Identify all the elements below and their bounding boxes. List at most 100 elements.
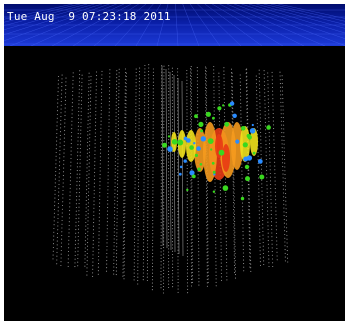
dom-dot: [53, 227, 55, 230]
dom-dot: [143, 182, 145, 184]
dom-dot: [89, 137, 91, 139]
dom-dot: [273, 150, 275, 152]
dom-dot: [56, 251, 58, 253]
dom-dot: [177, 175, 179, 177]
dom-dot: [134, 211, 136, 213]
dom-dot: [267, 221, 269, 223]
dom-dot: [152, 206, 154, 208]
dom-dot: [123, 189, 125, 191]
hit-blob: [250, 128, 258, 156]
dom-dot: [138, 175, 140, 177]
dom-dot: [223, 74, 225, 76]
dom-dot: [116, 187, 119, 189]
dom-dot: [246, 72, 248, 74]
dom-dot: [220, 245, 222, 247]
dom-dot: [163, 247, 165, 249]
dom-dot: [76, 192, 78, 194]
dom-dot: [135, 105, 137, 108]
dom-dot: [177, 158, 179, 161]
dom-dot: [86, 156, 88, 158]
dom-dot: [233, 205, 235, 207]
dom-dot: [117, 134, 119, 136]
dom-dot: [267, 247, 270, 249]
dom-dot: [242, 231, 244, 233]
dom-dot: [256, 119, 258, 121]
dom-dot: [268, 143, 271, 145]
dom-dot: [168, 123, 170, 125]
dom-dot: [259, 250, 261, 252]
dom-dot: [85, 221, 87, 224]
hit-dot: [183, 136, 188, 141]
dom-dot: [160, 228, 162, 230]
dom-dot: [63, 152, 65, 154]
dom-dot: [152, 150, 154, 152]
dom-dot: [265, 151, 267, 153]
dom-dot: [143, 165, 145, 167]
dom-dot: [87, 116, 89, 118]
dom-dot: [52, 243, 55, 245]
dom-dot: [148, 74, 150, 76]
dom-dot: [262, 223, 264, 225]
dom-dot: [177, 278, 179, 280]
dom-dot: [95, 100, 97, 102]
dom-dot: [123, 274, 125, 276]
dom-dot: [191, 271, 193, 273]
dom-dot: [77, 232, 79, 234]
hit-dot: [213, 173, 216, 176]
dom-dot: [197, 210, 199, 213]
dom-dot: [186, 99, 188, 101]
dom-dot: [267, 87, 269, 89]
dom-dot: [177, 197, 179, 199]
dom-dot: [143, 185, 145, 187]
dom-dot: [93, 204, 95, 206]
dom-dot: [87, 101, 90, 103]
dom-dot: [205, 110, 207, 112]
dom-dot: [143, 118, 146, 120]
dom-dot: [160, 199, 162, 201]
dom-dot: [189, 71, 192, 73]
dom-dot: [151, 266, 154, 268]
detector-view[interactable]: [4, 46, 345, 321]
dom-dot: [220, 228, 222, 230]
dom-dot: [115, 140, 117, 142]
dom-dot: [207, 234, 209, 236]
dom-dot: [206, 282, 208, 284]
dom-dot: [133, 255, 135, 257]
dom-dot: [248, 162, 250, 164]
dom-dot: [138, 104, 140, 106]
dom-dot: [61, 216, 63, 218]
dom-dot: [59, 146, 61, 148]
dom-dot: [246, 90, 248, 92]
dom-dot: [152, 68, 154, 70]
dom-dot: [60, 261, 62, 263]
dom-dot: [191, 265, 193, 267]
dom-dot: [77, 121, 80, 124]
dom-dot: [205, 191, 208, 193]
dom-dot: [152, 78, 154, 80]
dom-dot: [177, 155, 179, 157]
dom-dot: [206, 198, 208, 200]
dom-dot: [205, 77, 207, 79]
dom-dot: [160, 130, 163, 132]
dom-dot: [116, 253, 118, 255]
dom-dot: [186, 282, 189, 284]
dom-dot: [258, 213, 260, 215]
dom-dot: [283, 151, 285, 153]
dom-dot: [218, 93, 220, 95]
dom-dot: [197, 217, 199, 219]
dom-dot: [246, 68, 248, 70]
dom-dot: [92, 275, 94, 277]
dom-dot: [70, 146, 72, 148]
dom-dot: [258, 73, 260, 75]
dom-dot: [256, 111, 258, 114]
dom-dot: [220, 214, 222, 216]
dom-dot: [269, 146, 271, 148]
dom-dot: [263, 70, 265, 72]
dom-dot: [147, 117, 149, 119]
dom-dot: [263, 84, 266, 87]
dom-dot: [190, 95, 192, 98]
dom-dot: [60, 100, 62, 103]
dom-dot: [190, 102, 192, 104]
dom-dot: [205, 79, 207, 82]
dom-dot: [214, 206, 216, 208]
